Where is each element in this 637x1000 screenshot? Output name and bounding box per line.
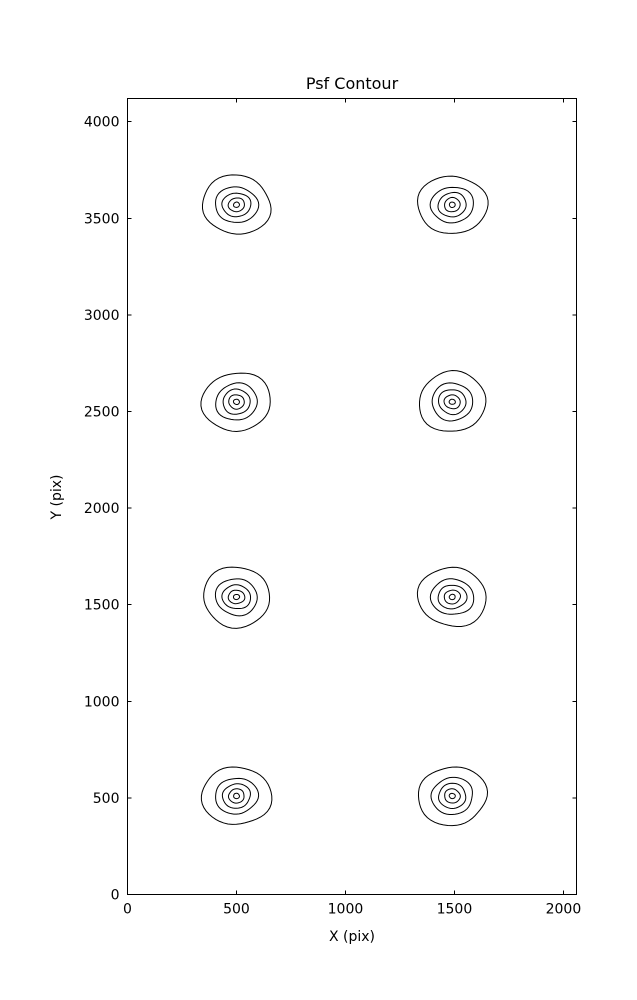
contour-level-0	[200, 372, 271, 432]
contour-level-2	[221, 584, 252, 610]
psf-source-source-c2-r4	[417, 175, 489, 234]
y-tick-label: 500	[93, 791, 120, 807]
contour-level-2	[437, 584, 468, 610]
contour-level-4	[233, 593, 241, 601]
y-axis-label: Y (pix)	[49, 475, 65, 521]
y-tick-label: 4000	[84, 115, 120, 131]
y-tick-label: 2500	[84, 404, 120, 420]
contour-level-1	[215, 777, 260, 815]
psf-source-source-c1-r4	[201, 174, 272, 235]
contour-level-2	[221, 783, 251, 809]
contour-level-0	[417, 766, 489, 827]
contour-level-0	[417, 175, 489, 234]
contour-level-3	[227, 589, 246, 605]
y-tick-label: 3000	[84, 308, 120, 324]
contour-level-3	[444, 788, 461, 804]
psf-source-source-c2-r1	[417, 766, 489, 827]
psf-source-source-c1-r3	[200, 372, 271, 432]
contour-level-1	[214, 578, 258, 617]
contour-level-4	[448, 593, 456, 601]
contour-level-0	[201, 174, 272, 235]
psf-source-source-c1-r1	[200, 766, 273, 825]
x-tick-label: 1000	[328, 902, 364, 918]
contour-level-1	[430, 776, 473, 816]
contour-level-3	[227, 788, 245, 804]
contour-level-1	[215, 186, 260, 223]
contour-level-1	[429, 578, 475, 615]
y-tick-label: 1500	[84, 598, 120, 614]
x-tick-label: 500	[223, 902, 250, 918]
x-tick-label: 2000	[546, 902, 582, 918]
contour-level-0	[200, 766, 273, 825]
psf-source-source-c1-r2	[203, 566, 271, 629]
contour-level-4	[233, 792, 240, 800]
contour-level-3	[443, 394, 461, 410]
y-tick-label: 0	[111, 888, 120, 904]
contour-level-2	[437, 191, 467, 218]
contour-level-3	[228, 394, 245, 410]
contour-level-2	[221, 192, 252, 218]
contour-level-1	[431, 382, 474, 422]
contour-series	[200, 174, 489, 827]
y-tick-label: 1000	[84, 694, 120, 710]
contour-level-0	[418, 370, 487, 432]
contour-level-2	[222, 388, 251, 415]
contour-level-4	[448, 398, 456, 405]
x-axis-ticks: 0 500 1000 1500 2000	[123, 98, 582, 918]
contour-level-0	[416, 566, 487, 627]
contour-level-4	[233, 201, 240, 208]
contour-level-3	[443, 589, 462, 605]
contour-level-4	[448, 792, 456, 800]
contour-level-3	[227, 197, 245, 213]
axes-frame	[127, 98, 577, 895]
contour-level-2	[438, 782, 467, 809]
x-tick-label: 0	[123, 902, 132, 918]
contour-level-3	[444, 196, 461, 213]
contour-level-4	[448, 201, 456, 208]
contour-level-1	[215, 382, 258, 421]
psf-source-source-c2-r2	[416, 566, 487, 627]
x-tick-label: 1500	[437, 902, 473, 918]
contour-level-2	[438, 389, 467, 416]
chart-title: Psf Contour	[306, 74, 399, 93]
y-tick-label: 2000	[84, 501, 120, 517]
psf-source-source-c2-r3	[418, 370, 487, 432]
x-axis-label: X (pix)	[329, 929, 375, 945]
plot-background	[127, 98, 577, 895]
contour-level-4	[232, 398, 240, 406]
y-axis-ticks: 0 500 1000 1500 2000 2500 3000 3500 4000	[84, 115, 577, 904]
y-tick-label: 3500	[84, 211, 120, 227]
contour-level-0	[203, 566, 271, 629]
contour-level-1	[429, 186, 474, 224]
